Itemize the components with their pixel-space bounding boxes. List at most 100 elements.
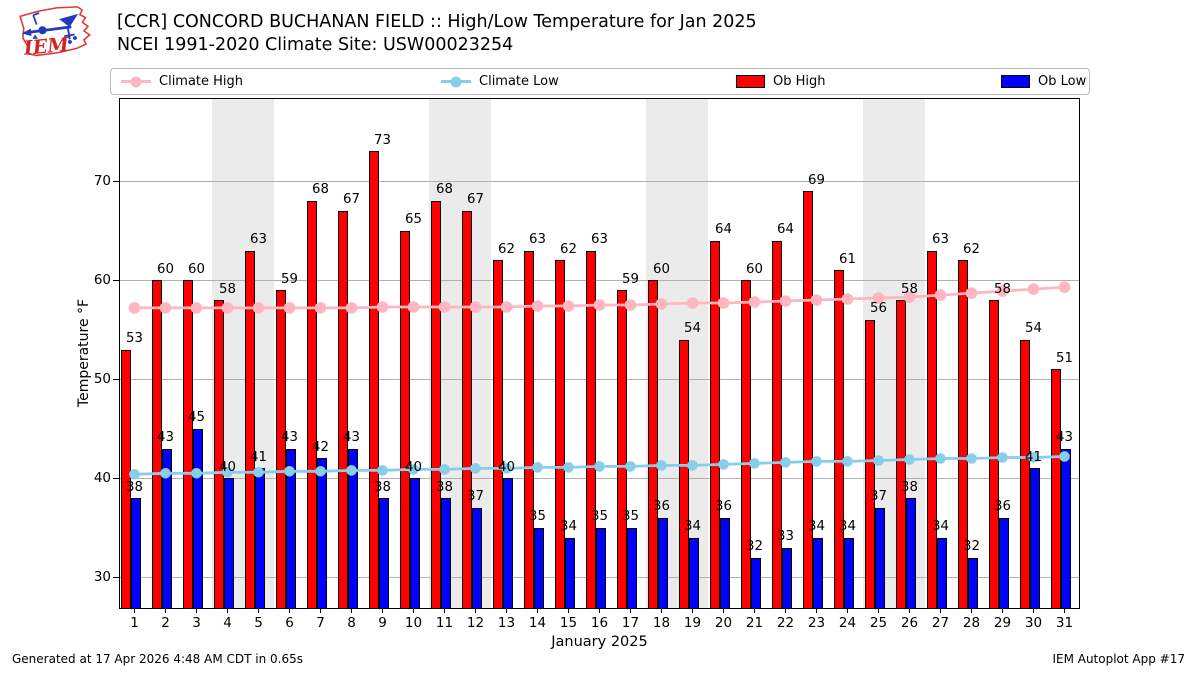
x-tick-label: 14 (528, 615, 547, 631)
ob-high-value: 54 (684, 321, 701, 337)
y-tick-label: 50 (93, 371, 111, 388)
x-tick-label: 24 (838, 615, 857, 631)
ob-high-value: 73 (374, 132, 391, 148)
ob-high-value: 67 (343, 192, 360, 208)
ob-low-value: 45 (188, 410, 205, 426)
climate-low-line-marker (160, 468, 171, 479)
x-tick (970, 609, 973, 613)
climate-low-line-marker (1059, 451, 1070, 462)
y-tick (113, 279, 119, 281)
x-tick (350, 609, 353, 613)
climate-low-line-marker (191, 468, 202, 479)
ob-low-value: 36 (653, 499, 670, 515)
ob-low-value: 37 (870, 489, 887, 505)
ob-high-value: 62 (963, 241, 980, 257)
x-tick-label: 20 (714, 615, 733, 631)
climate-low-line-marker (377, 465, 388, 476)
x-tick (319, 609, 322, 613)
x-tick-label: 21 (745, 615, 764, 631)
x-tick-label: 10 (404, 615, 423, 631)
ob-high-bar-swatch (736, 75, 765, 88)
x-tick (598, 609, 601, 613)
iem-logo: IEM (19, 6, 91, 60)
ob-high-value: 68 (436, 182, 453, 198)
x-tick-label: 9 (378, 615, 387, 631)
x-tick (908, 609, 911, 613)
x-tick-label: 31 (1055, 615, 1074, 631)
climate-high-line-marker (965, 287, 978, 299)
climate-high-line-marker (314, 302, 327, 314)
ob-low-value: 40 (405, 459, 422, 475)
ob-low-value: 34 (808, 519, 825, 535)
y-gridline (119, 180, 1080, 182)
climate-high-line-marker (407, 301, 420, 313)
y-gridline (119, 477, 1080, 479)
ob-high-value: 65 (405, 212, 422, 228)
climate-low-line-marker (966, 453, 977, 464)
ob-low-value: 43 (1056, 430, 1073, 446)
ob-low-value: 37 (467, 489, 484, 505)
ob-high-value: 63 (529, 232, 546, 247)
ob-low-value: 41 (250, 449, 267, 465)
ob-low-value: 43 (281, 430, 298, 446)
ob-low-value: 34 (932, 519, 949, 535)
x-tick (536, 609, 539, 613)
climate-low-line-swatch (441, 76, 471, 87)
y-tick (113, 576, 119, 578)
legend-item-ob-high: Ob High (736, 69, 826, 94)
ob-low-value: 32 (963, 539, 980, 554)
ob-low-value: 34 (839, 519, 856, 535)
x-tick-label: 1 (130, 615, 139, 631)
y-tick-label: 40 (93, 470, 111, 487)
x-tick (846, 609, 849, 613)
x-tick (288, 609, 291, 613)
y-gridline (119, 279, 1080, 281)
x-tick (629, 609, 632, 613)
climate-high-line-marker (190, 302, 203, 314)
ob-high-value: 63 (932, 232, 949, 247)
climate-low-line-marker (687, 460, 698, 471)
climate-high-line-marker (376, 301, 389, 313)
ob-high-value: 64 (715, 222, 732, 238)
climate-high-line-marker (903, 291, 916, 303)
ob-low-value: 38 (436, 479, 453, 495)
ob-low-value: 38 (374, 479, 391, 495)
x-tick (412, 609, 415, 613)
ob-low-value: 32 (746, 539, 763, 554)
x-tick (381, 609, 384, 613)
ob-low-value: 38 (126, 479, 143, 495)
x-tick (784, 609, 787, 613)
app-credit: IEM Autoplot App #17 (1052, 652, 1185, 666)
climate-high-line-marker (159, 302, 172, 314)
ob-low-value: 41 (1025, 449, 1042, 465)
chart-title: [CCR] CONCORD BUCHANAN FIELD :: High/Low… (117, 12, 757, 32)
ob-high-value: 60 (746, 261, 763, 277)
ob-high-value: 60 (188, 261, 205, 277)
climate-high-line-marker (345, 302, 358, 314)
ob-high-value: 53 (126, 331, 143, 347)
ob-high-value: 62 (560, 241, 577, 257)
ob-low-value: 36 (715, 499, 732, 515)
x-tick (567, 609, 570, 613)
climate-low-line-marker (935, 453, 946, 464)
climate-high-line-marker (469, 301, 482, 313)
ob-high-value: 58 (994, 281, 1011, 297)
x-tick (133, 609, 136, 613)
ob-low-bar-swatch (1001, 75, 1030, 88)
climate-low-line-marker (408, 464, 419, 475)
climate-high-line-marker (624, 299, 637, 311)
x-tick-label: 5 (254, 615, 263, 631)
title-block: [CCR] CONCORD BUCHANAN FIELD :: High/Low… (117, 11, 757, 56)
ob-low-value: 40 (219, 459, 236, 475)
x-tick-label: 4 (223, 615, 232, 631)
ob-high-value: 58 (219, 281, 236, 297)
chart-subtitle: NCEI 1991-2020 Climate Site: USW00023254 (117, 34, 514, 55)
ob-high-value: 59 (281, 271, 298, 287)
x-tick-label: 17 (621, 615, 640, 631)
climate-low-line-marker (873, 455, 884, 466)
ob-low-value: 42 (312, 439, 329, 455)
x-tick (505, 609, 508, 613)
climate-high-line-marker (128, 302, 141, 314)
